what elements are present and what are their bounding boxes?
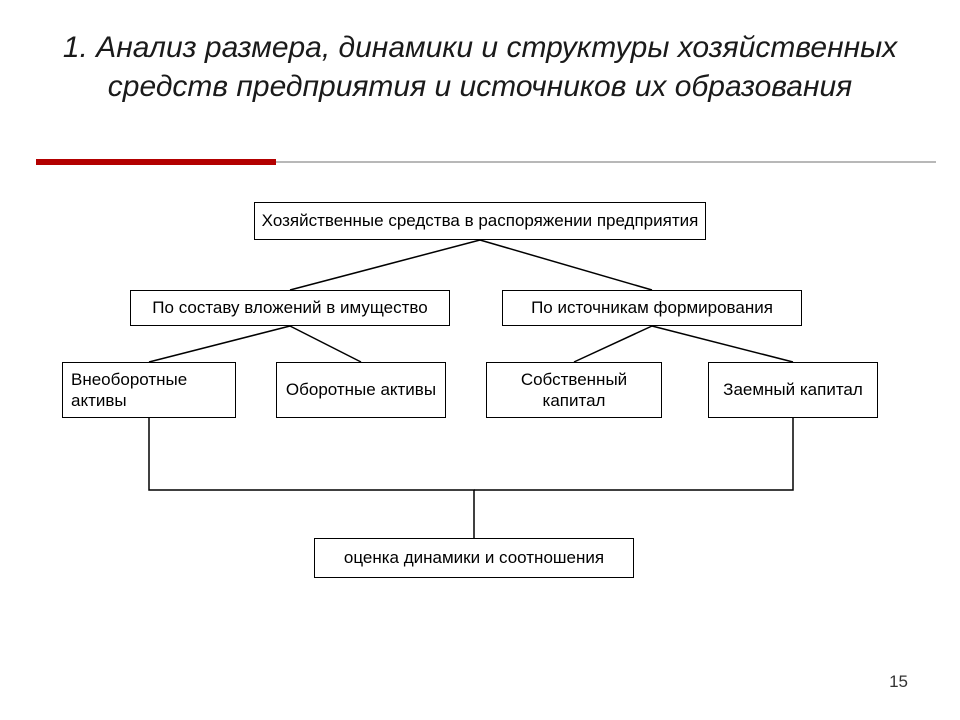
title-rule (0, 159, 960, 165)
node-l2c: Собственный капитал (486, 362, 662, 418)
edge-root-l1b (480, 240, 652, 290)
node-l2a: Внеоборотные активы (62, 362, 236, 418)
page-number: 15 (889, 672, 908, 692)
node-bottom: оценка динамики и соотношения (314, 538, 634, 578)
node-l2b: Оборотные активы (276, 362, 446, 418)
edge-l1a-l2b (290, 326, 361, 362)
rule-muted (276, 161, 936, 163)
node-l1a: По составу вложений в имущество (130, 290, 450, 326)
node-l2d: Заемный капитал (708, 362, 878, 418)
edge-l2a-bottom (149, 418, 474, 538)
edge-l1a-l2a (149, 326, 290, 362)
edge-l1b-l2d (652, 326, 793, 362)
node-root: Хозяйственные средства в распоряжении пр… (254, 202, 706, 240)
edge-layer (44, 190, 916, 660)
edge-l1b-l2c (574, 326, 652, 362)
edge-l2d-bottom (474, 418, 793, 490)
slide: 1. Анализ размера, динамики и структуры … (0, 0, 960, 720)
edge-root-l1a (290, 240, 480, 290)
diagram-canvas: Хозяйственные средства в распоряжении пр… (44, 190, 916, 660)
node-l1b: По источникам формирования (502, 290, 802, 326)
slide-title: 1. Анализ размера, динамики и структуры … (60, 28, 900, 106)
rule-accent (36, 159, 276, 165)
